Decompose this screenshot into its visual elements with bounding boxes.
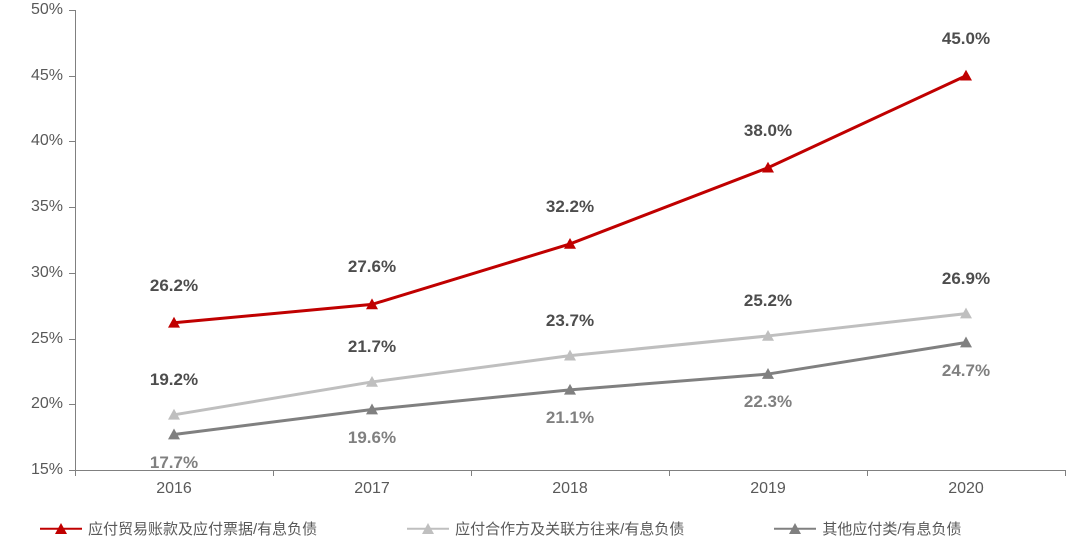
triangle-marker-icon <box>788 522 802 536</box>
legend-item: 其他应付类/有息负债 <box>774 518 961 539</box>
data-label: 25.2% <box>744 291 792 311</box>
legend-item: 应付贸易账款及应付票据/有息负债 <box>40 518 317 539</box>
data-label: 23.7% <box>546 311 594 331</box>
x-tick-mark <box>867 470 868 476</box>
data-label: 38.0% <box>744 121 792 141</box>
data-label: 22.3% <box>744 392 792 412</box>
data-label: 21.7% <box>348 337 396 357</box>
legend: 应付贸易账款及应付票据/有息负债 应付合作方及关联方往来/有息负债 其他应付类/… <box>40 518 962 539</box>
line-chart: 15% 20% 25% 30% 35% 40% 45% 50% 2016 201… <box>0 0 1080 553</box>
data-label: 19.2% <box>150 370 198 390</box>
legend-swatch <box>40 522 82 536</box>
data-label: 26.9% <box>942 269 990 289</box>
triangle-marker-icon <box>960 70 972 81</box>
y-tick-mark <box>69 10 75 11</box>
y-tick-mark <box>69 404 75 405</box>
data-label: 26.2% <box>150 276 198 296</box>
legend-label: 其他应付类/有息负债 <box>822 518 961 539</box>
x-tick-mark <box>273 470 274 476</box>
y-tick-mark <box>69 207 75 208</box>
data-label: 21.1% <box>546 408 594 428</box>
legend-item: 应付合作方及关联方往来/有息负债 <box>407 518 684 539</box>
data-label: 32.2% <box>546 197 594 217</box>
data-label: 19.6% <box>348 428 396 448</box>
y-tick-mark <box>69 339 75 340</box>
x-tick-mark <box>471 470 472 476</box>
y-tick-mark <box>69 273 75 274</box>
y-tick-mark <box>69 141 75 142</box>
data-label: 27.6% <box>348 257 396 277</box>
data-label: 17.7% <box>150 453 198 473</box>
y-tick-mark <box>69 76 75 77</box>
x-tick-mark <box>1065 470 1066 476</box>
legend-swatch <box>407 522 449 536</box>
legend-label: 应付合作方及关联方往来/有息负债 <box>455 518 684 539</box>
triangle-marker-icon <box>421 522 435 536</box>
data-label: 24.7% <box>942 361 990 381</box>
data-label: 45.0% <box>942 29 990 49</box>
x-tick-mark <box>75 470 76 476</box>
legend-label: 应付贸易账款及应付票据/有息负债 <box>88 518 317 539</box>
triangle-marker-icon <box>54 522 68 536</box>
x-tick-mark <box>669 470 670 476</box>
legend-swatch <box>774 522 816 536</box>
